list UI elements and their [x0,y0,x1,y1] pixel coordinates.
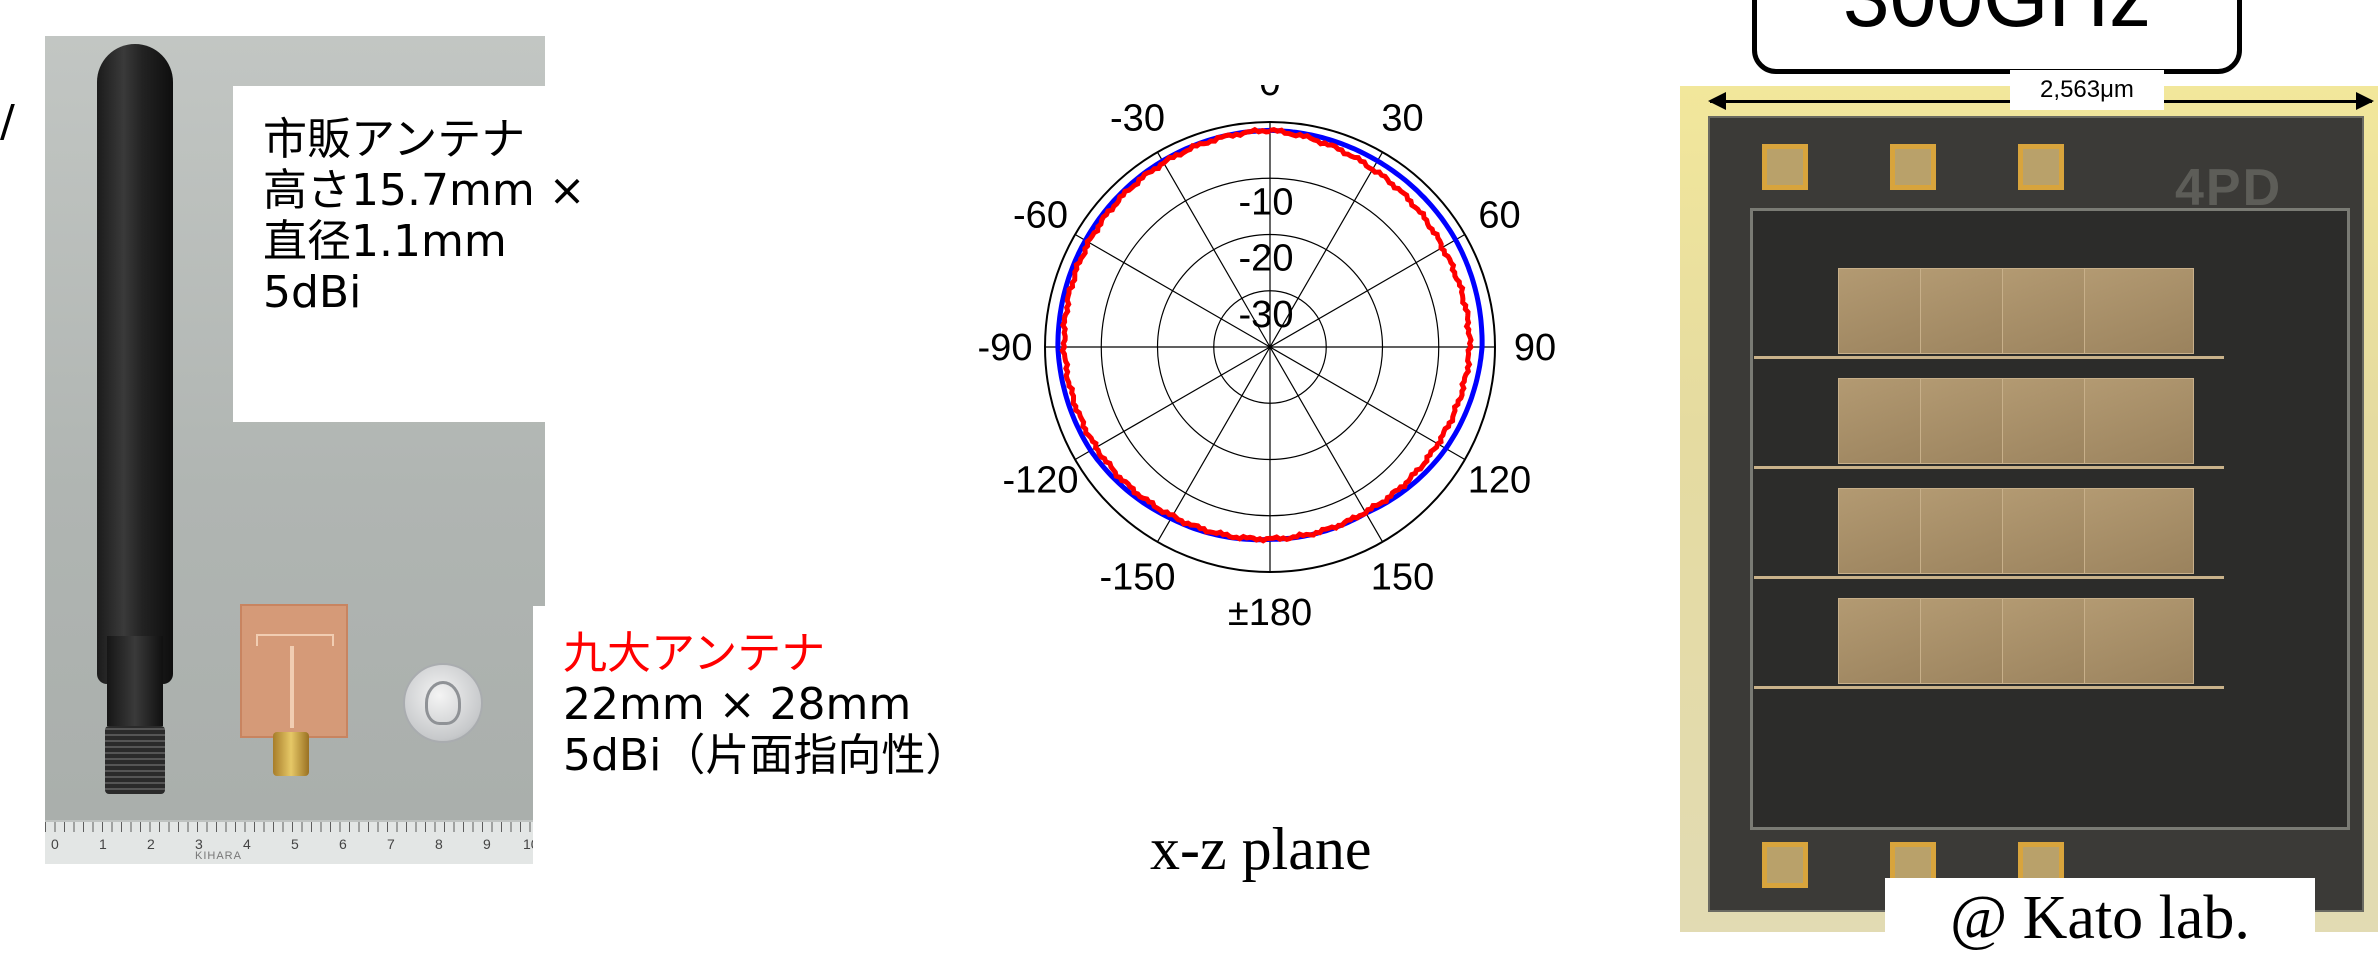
feedline [1754,686,2224,689]
angle-tick-label: 150 [1371,556,1434,598]
angle-tick-label: ±180 [1228,592,1312,634]
ruler-tick: 6 [339,836,347,852]
ruler-tick: 9 [483,836,491,852]
angle-tick-label: 0 [1259,85,1280,104]
angle-tick-label: 60 [1478,195,1520,237]
antenna-patch [2084,268,2194,354]
ruler-tick: 4 [243,836,251,852]
commercial-antenna-image [97,44,173,684]
radial-tick-label: -20 [1239,238,1294,280]
polar-labels: 0 30 60 90 120 150 ±180 -150 -120 -90 -60 -30 -10 -20… [978,85,1557,634]
antenna-patch [2084,598,2194,684]
chip-die: 4PD [1708,116,2364,912]
grid-spoke [1269,233,1466,348]
pcb-trace [256,634,334,646]
frequency-label: 300GHz [1757,0,2237,49]
grid-spoke [1269,151,1384,348]
ruler-tick: 2 [147,836,155,852]
grid-spoke [1269,346,1466,461]
angle-tick-label: -30 [1110,98,1165,140]
patch-array [1710,118,2362,910]
grid-spoke [1269,346,1384,543]
edge-text-fragment: / [0,96,15,147]
kyushu-antenna-size: 22mm × 28mm [563,679,912,730]
commercial-antenna-diameter: 直径1.1mm [263,216,507,267]
commercial-antenna-height: 高さ15.7mm × [263,165,586,216]
commercial-antenna-title: 市販アンテナ [263,114,526,165]
feedline [1754,576,2224,579]
ruler-tick: 0 [51,836,59,852]
ruler-tick: 1 [99,836,107,852]
feedline [1754,356,2224,359]
bond-pad [2018,144,2064,190]
grid-spoke [1074,233,1271,348]
grid-spoke [1156,151,1271,348]
angle-tick-label: 90 [1514,327,1556,369]
kyushu-antenna-gain: 5dBi（片面指向性） [563,730,970,781]
kyushu-antenna-caption: 九大アンテナ 22mm × 28mm 5dBi（片面指向性） [533,606,1088,870]
radial-tick-label: -30 [1239,294,1294,336]
coin-emblem [425,681,461,725]
frequency-badge: 300GHz [1752,0,2242,74]
angle-tick-label: -120 [1002,460,1078,502]
sma-connector [273,732,309,776]
ruler-brand: KIHARA [195,850,242,862]
commercial-antenna-caption: 市販アンテナ 高さ15.7mm × 直径1.1mm 5dBi [233,86,586,422]
polar-grid [1044,121,1496,573]
coin-image [403,663,483,743]
ruler-tick: 8 [435,836,443,852]
plane-label: x-z plane [1150,816,1372,882]
feedline [1754,466,2224,469]
chip-dimension: 2,563μm [2010,70,2164,110]
angle-tick-label: -90 [978,327,1033,369]
antenna-connector [105,726,165,794]
grid-spoke [1074,346,1271,461]
arrow-left-icon [1708,92,1726,110]
chip-photo: 4PD [1680,86,2378,932]
angle-tick-label: 30 [1381,98,1423,140]
series-line [1059,126,1474,544]
antenna-joint [107,636,163,726]
commercial-antenna-gain: 5dBi [263,267,362,318]
ruler: 0 1 2 3 4 5 6 7 8 9 10 KIHARA [45,820,545,864]
polar-series [1055,126,1485,544]
angle-tick-label: 120 [1468,460,1531,502]
bond-pad [1762,842,1808,888]
antenna-patch [2084,378,2194,464]
radiation-pattern-chart: 0 30 60 90 120 150 ±180 -150 -120 -90 -60 -30 -10 -20… [978,85,1557,634]
arrow-right-icon [2356,92,2374,110]
chip-marking: 4PD [2175,159,2283,217]
angle-tick-label: -60 [1013,195,1068,237]
pcb-feedline [290,646,294,728]
kyushu-antenna-title: 九大アンテナ [563,628,826,679]
ruler-tick: 7 [387,836,395,852]
grid-spoke [1156,346,1271,543]
radial-tick-label: -10 [1239,181,1294,223]
antenna-patch [2084,488,2194,574]
angle-tick-label: -150 [1099,556,1175,598]
bond-pad [1890,144,1936,190]
ruler-tick: 3 [195,836,203,852]
bond-pad [1762,144,1808,190]
lab-credit: @ Kato lab. [1885,878,2315,958]
ruler-tick: 5 [291,836,299,852]
kyushu-antenna-pcb [240,604,348,738]
